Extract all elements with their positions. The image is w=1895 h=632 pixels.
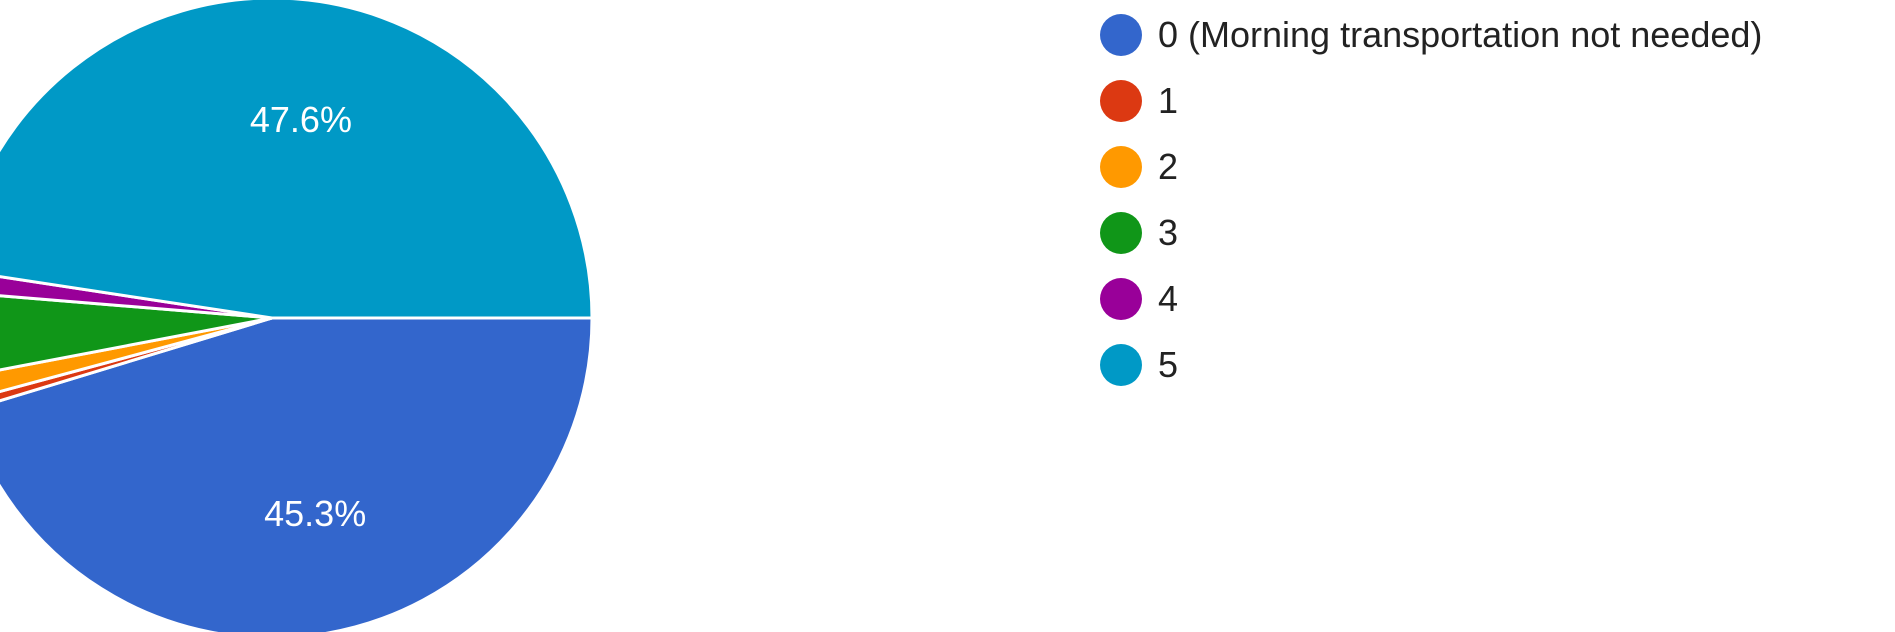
pie-slice-0[interactable] [0, 316, 594, 632]
legend-label: 1 [1158, 80, 1179, 121]
legend-item-0[interactable]: 0 (Morning transportation not needed) [1100, 2, 1762, 68]
legend-label: 2 [1158, 146, 1179, 187]
legend-item-4[interactable]: 4 [1100, 266, 1762, 332]
legend-label: 3 [1158, 212, 1179, 253]
legend-item-1[interactable]: 1 [1100, 68, 1762, 134]
legend-swatch-icon [1100, 344, 1142, 386]
pie-slice-3[interactable] [0, 292, 274, 378]
legend-swatch-icon [1100, 80, 1142, 122]
legend-item-5[interactable]: 5 [1100, 332, 1762, 398]
legend-swatch-icon [1100, 212, 1142, 254]
legend-item-3[interactable]: 3 [1100, 200, 1762, 266]
legend-label: 5 [1158, 344, 1179, 385]
pie-slice-5[interactable] [0, 0, 594, 320]
slice-data-label-0: 45.3% [264, 493, 366, 534]
pie-slice-2[interactable] [0, 316, 274, 401]
legend-swatch-icon [1100, 146, 1142, 188]
legend-item-2[interactable]: 2 [1100, 134, 1762, 200]
pie-chart-svg: 45.3% 47.6% [0, 0, 594, 632]
chart-legend: 0 (Morning transportation not needed) 1 2 3… [1100, 2, 1762, 398]
pie-chart: 45.3% 47.6% [0, 0, 660, 632]
legend-swatch-icon [1100, 278, 1142, 320]
legend-label: 4 [1158, 278, 1179, 319]
legend-swatch-icon [1100, 14, 1142, 56]
slice-data-label-5: 47.6% [250, 99, 352, 140]
legend-label: 0 (Morning transportation not needed) [1158, 14, 1763, 55]
